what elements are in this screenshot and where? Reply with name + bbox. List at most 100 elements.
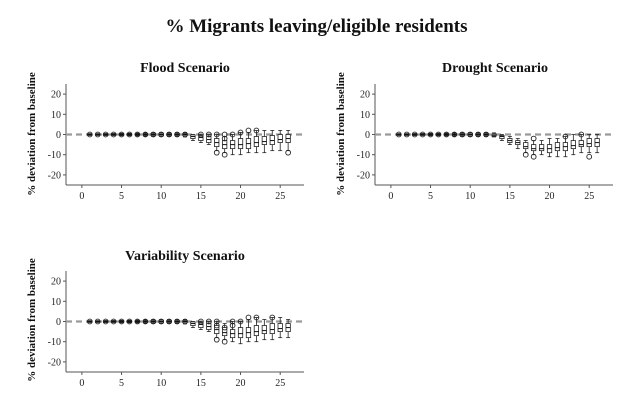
variability-box-x20	[237, 318, 244, 345]
drought-box-x24	[578, 131, 585, 154]
drought-box-x7	[443, 131, 450, 138]
variability-x-tick-label: 0	[79, 378, 84, 389]
outlier-point	[530, 153, 537, 160]
outlier-point	[198, 318, 204, 325]
flood-box-x5	[118, 131, 125, 138]
flood-box-x15	[198, 131, 204, 143]
outlier-point	[118, 131, 125, 138]
drought-x-tick-label: 20	[545, 191, 555, 202]
drought-box-x12	[483, 131, 489, 138]
outlier-point	[102, 318, 109, 325]
flood-x-tick-label: 5	[119, 191, 124, 202]
drought-panel-title: Drought Scenario	[442, 61, 548, 76]
variability-y-tick-label: 0	[56, 317, 61, 328]
outlier-point	[94, 318, 101, 325]
flood-box-x23	[261, 130, 267, 154]
variability-x-tick-label: 10	[156, 378, 166, 389]
drought-box-x20	[546, 138, 553, 158]
variability-box-x1	[86, 318, 93, 325]
outlier-point	[221, 338, 228, 345]
outlier-point	[126, 318, 133, 325]
outlier-point	[118, 318, 125, 325]
flood-plot: 20 10 0 -10 -20 0 5 10 15 20 25	[48, 84, 304, 202]
variability-box-x12	[174, 318, 180, 325]
drought-box-x13	[491, 132, 497, 138]
drought-x-tick-label: 25	[584, 191, 594, 202]
outlier-point	[110, 131, 117, 138]
flood-box-x2	[94, 131, 101, 138]
box	[277, 134, 283, 143]
flood-box-x21	[245, 127, 252, 154]
flood-x-tick-label: 20	[236, 191, 246, 202]
outlier-point	[435, 131, 442, 138]
outlier-point	[427, 131, 434, 138]
variability-x-tick-label: 25	[275, 378, 285, 389]
box	[237, 327, 244, 339]
drought-y-tick-label: -10	[357, 150, 370, 161]
outlier-point	[213, 131, 220, 138]
variability-box-x11	[166, 318, 172, 325]
drought-box-x18	[530, 135, 537, 160]
flood-box-x10	[158, 131, 165, 138]
drought-x-tick-label: 5	[428, 191, 433, 202]
variability-x-tick-label: 5	[119, 378, 124, 389]
outlier-point	[562, 133, 569, 140]
variability-box-x23	[261, 319, 267, 341]
variability-box-x21	[245, 314, 252, 343]
box	[554, 142, 561, 152]
drought-box-x5	[427, 131, 434, 138]
outlier-point	[213, 149, 220, 156]
flood-box-x24	[269, 130, 275, 152]
drought-box-x16	[515, 138, 521, 150]
box	[269, 323, 275, 335]
outlier-point	[419, 131, 426, 138]
outlier-point	[475, 131, 481, 138]
variability-box-x4	[110, 318, 117, 325]
outlier-point	[459, 131, 466, 138]
flood-y-tick-label: 20	[51, 90, 61, 101]
variability-y-tick-label: 10	[51, 297, 61, 308]
variability-box-x5	[118, 318, 125, 325]
flood-x-tick-label: 15	[196, 191, 206, 202]
flood-box-x11	[166, 131, 172, 138]
variability-panel-title: Variability Scenario	[125, 249, 245, 264]
outlier-point	[205, 131, 212, 138]
box	[253, 325, 259, 337]
outlier-point	[221, 131, 228, 138]
flood-box-x4	[110, 131, 117, 138]
drought-box-x21	[554, 138, 561, 158]
variability-box-x24	[269, 314, 276, 341]
variability-box-x9	[150, 318, 157, 325]
variability-x-tick-label: 15	[196, 378, 206, 389]
drought-box-x22	[562, 133, 569, 158]
variability-x-tick-label: 20	[236, 378, 246, 389]
variability-box-x14	[190, 321, 196, 328]
box	[539, 144, 545, 152]
outlier-point	[245, 314, 252, 321]
drought-box-x23	[570, 134, 576, 156]
figure-title: % Migrants leaving/eligible residents	[165, 16, 468, 37]
outlier-point	[253, 127, 260, 134]
outlier-point	[102, 131, 109, 138]
flood-y-tick-label: 0	[56, 130, 61, 141]
variability-y-tick-label: 20	[51, 277, 61, 288]
box	[261, 325, 267, 335]
drought-box-x19	[539, 140, 545, 156]
outlier-point	[229, 322, 236, 329]
variability-box-x22	[253, 314, 260, 343]
outlier-point	[158, 318, 165, 325]
variability-box-x7	[134, 318, 141, 325]
flood-panel-title: Flood Scenario	[140, 61, 230, 76]
outlier-point	[182, 131, 188, 138]
flood-box-x17	[213, 131, 220, 156]
outlier-point	[126, 131, 133, 138]
box	[237, 138, 244, 150]
drought-box-x26	[594, 134, 600, 154]
flood-x-tick-label: 10	[156, 191, 166, 202]
drought-y-tick-label: 0	[365, 130, 370, 141]
variability-y-tick-label: -20	[48, 357, 61, 368]
variability-y-tick-label: -10	[48, 337, 61, 348]
drought-box-x15	[507, 136, 513, 146]
variability-box-x2	[94, 318, 101, 325]
box	[586, 138, 592, 148]
